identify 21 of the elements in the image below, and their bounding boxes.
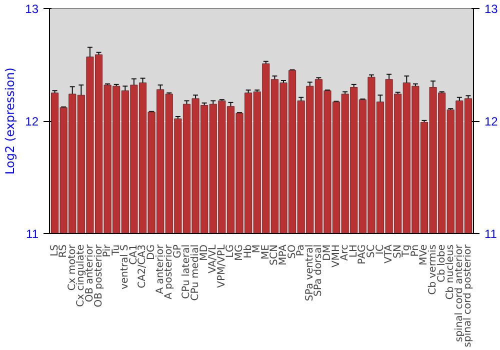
x-tick-label: Cb lobe xyxy=(436,244,448,282)
x-tick-label: MPA xyxy=(278,244,289,266)
y2-tick-label: 13 xyxy=(484,2,498,16)
x-tick-label: DG xyxy=(146,244,158,260)
x-tick-label: Pa xyxy=(296,244,307,256)
x-tick-label: DM xyxy=(322,244,333,261)
x-tick-label: GP xyxy=(172,244,184,258)
x-tick-label: SC xyxy=(366,244,377,258)
x-tick-label: Tg xyxy=(401,244,412,258)
x-tick-label: A posterior xyxy=(164,244,175,300)
y-tick-label: 12 xyxy=(25,114,39,128)
y-axis-title: Log2 (expression) xyxy=(3,68,18,174)
x-tick-label: RS xyxy=(58,244,70,258)
y-tick-label: 13 xyxy=(25,2,39,16)
x-tick-label: MVe xyxy=(418,244,430,266)
x-tick-label: OB posterior xyxy=(93,244,104,308)
x-tick-label: OB anterior xyxy=(84,244,96,302)
x-tick-label: spinal cord posterior xyxy=(462,244,474,348)
y-tick-label: 11 xyxy=(26,227,39,241)
y2-tick-label: 12 xyxy=(484,114,498,128)
y2-tick-label: 11 xyxy=(484,227,498,241)
